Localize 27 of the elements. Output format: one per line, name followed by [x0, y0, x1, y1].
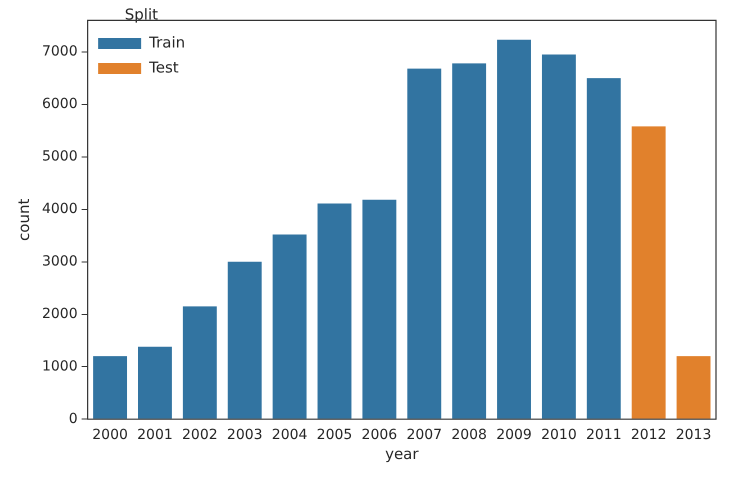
y-tick-label: 6000: [42, 96, 78, 112]
y-tick-label: 7000: [42, 44, 78, 60]
x-tick-label: 2000: [92, 427, 128, 444]
x-tick-label: 2013: [676, 427, 712, 444]
y-tick-label: 5000: [42, 148, 78, 164]
x-tick-label: 2004: [272, 427, 308, 444]
y-tick-label: 3000: [42, 253, 78, 270]
x-tick-label: 2001: [137, 427, 173, 444]
legend-label: Test: [148, 58, 179, 76]
x-tick-label: 2006: [362, 427, 398, 444]
y-tick-label: 0: [68, 410, 78, 427]
x-tick-label: 2011: [586, 427, 622, 444]
x-tick-label: 2012: [630, 427, 666, 444]
x-tick-label: 2002: [182, 427, 218, 444]
x-tick-label: 2009: [496, 427, 532, 444]
x-axis-title: year: [385, 444, 420, 463]
y-tick-label: 2000: [42, 306, 78, 322]
y-tick-label: 4000: [42, 200, 78, 217]
x-tick-label: 2010: [541, 427, 577, 444]
x-tick-label: 2008: [451, 427, 487, 444]
x-tick-label: 2005: [316, 427, 352, 444]
x-tick-label: 2003: [226, 427, 263, 444]
legend-title: Split: [124, 5, 158, 24]
legend-label: Train: [148, 33, 186, 52]
y-tick-label: 1000: [42, 358, 78, 374]
y-axis-title: count: [14, 198, 33, 241]
x-tick-label: 2007: [406, 427, 442, 444]
